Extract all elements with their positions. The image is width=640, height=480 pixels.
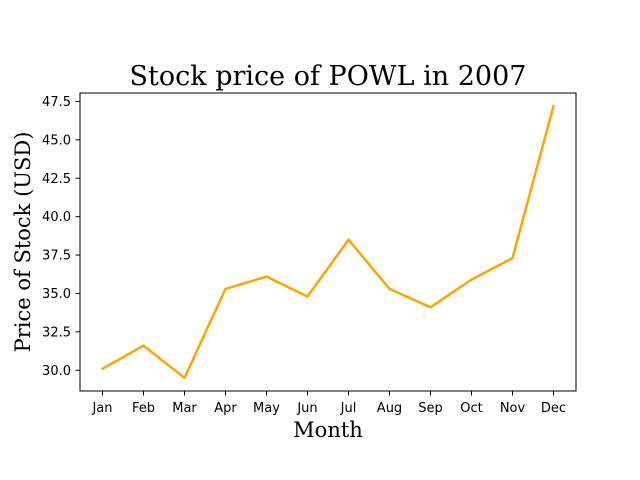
x-axis-label: Month — [293, 418, 363, 442]
chart-title: Stock price of POWL in 2007 — [130, 61, 527, 92]
data-point — [470, 278, 473, 281]
y-tick-label: 32.5 — [42, 325, 71, 340]
x-tick-label: Apr — [214, 401, 237, 416]
x-tick-label: Dec — [541, 401, 566, 416]
x-tick-label: Oct — [460, 401, 482, 416]
x-tick-label: Sep — [418, 401, 443, 416]
x-tick-label: Jun — [296, 401, 317, 416]
y-tick-label: 35.0 — [42, 287, 71, 302]
y-axis: 30.0 32.5 35.0 37.5 40.0 42.5 45.0 47.5 — [42, 95, 80, 379]
x-tick-label: Jul — [340, 401, 357, 416]
data-point — [347, 238, 350, 241]
data-point — [183, 376, 186, 380]
data-point — [552, 104, 555, 108]
y-tick-label: 30.0 — [42, 364, 71, 379]
data-point — [265, 275, 268, 278]
data-point — [429, 306, 432, 309]
series-layer — [101, 104, 555, 380]
data-point — [101, 367, 104, 370]
x-tick-label: May — [253, 401, 280, 416]
y-tick-label: 37.5 — [42, 249, 71, 264]
data-point — [511, 256, 514, 260]
data-point — [224, 287, 227, 291]
y-tick-label: 40.0 — [42, 210, 71, 225]
x-tick-label: Feb — [132, 401, 155, 416]
x-tick-label: Jan — [91, 401, 112, 416]
x-axis: Jan Feb Mar Apr May Jun Jul Aug Sep Oct Nov Dec — [91, 391, 566, 416]
data-point — [142, 344, 145, 347]
plot-area — [79, 92, 577, 392]
y-tick-label: 47.5 — [42, 95, 71, 110]
x-tick-label: Nov — [500, 401, 526, 416]
data-point — [388, 287, 391, 291]
y-tick-label: 42.5 — [42, 172, 71, 187]
data-point — [306, 295, 309, 298]
x-tick-label: Aug — [377, 401, 402, 416]
series-line — [101, 104, 555, 380]
y-axis-label: Price of Stock (USD) — [11, 132, 35, 353]
x-tick-label: Mar — [172, 401, 197, 416]
y-tick-label: 45.0 — [42, 133, 71, 148]
